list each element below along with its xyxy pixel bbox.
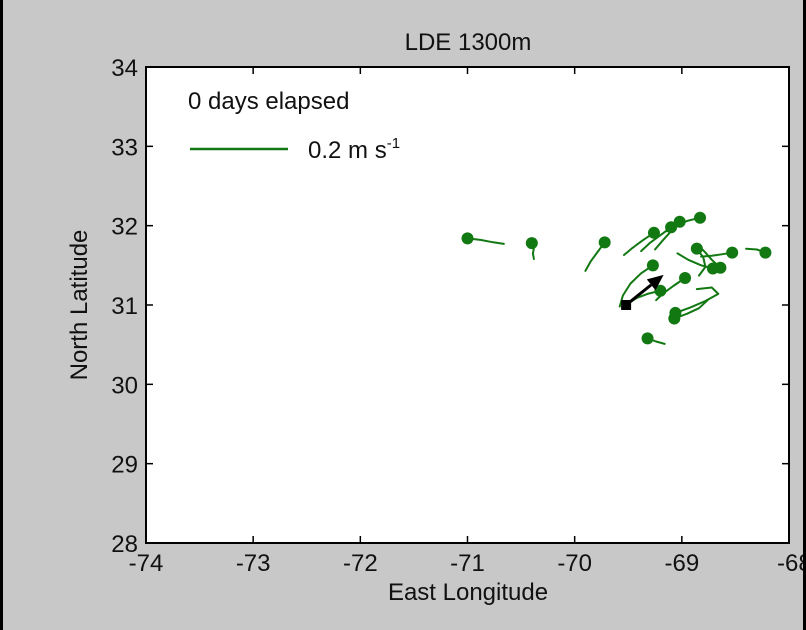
x-tick-label: -71 [450, 550, 485, 577]
x-tick-label: -68 [777, 550, 803, 577]
chart-title: LDE 1300m [405, 29, 532, 56]
float-trajectory [665, 216, 702, 233]
y-axis-title: North Latitude [66, 230, 93, 381]
legend-label-text: 0.2 m s [308, 137, 387, 164]
x-tick-label: -74 [129, 550, 164, 577]
float-trajectory [676, 252, 714, 270]
float-marker [668, 312, 681, 325]
x-axis-title: East Longitude [388, 579, 548, 606]
y-tick-label: 31 [111, 293, 138, 320]
float-trajectory [618, 264, 654, 308]
y-tick-label: 30 [111, 372, 138, 399]
float-marker [679, 272, 692, 285]
float-marker [598, 236, 611, 249]
floats-layer [461, 211, 772, 345]
trajectory-chart: LDE 1300m -74 -73 -72 -71 -70 -69 -68 28 29 30 31… [66, 29, 803, 606]
y-tick-label: 29 [111, 452, 138, 479]
float-marker [694, 211, 707, 224]
elapsed-annotation: 0 days elapsed [188, 88, 349, 115]
legend-label-exponent: -1 [387, 135, 400, 152]
mean-vector-layer [621, 274, 664, 310]
float-trajectory [466, 237, 505, 245]
y-tick-label: 33 [111, 134, 138, 161]
y-ticks: 28 29 30 31 32 33 34 [111, 55, 789, 558]
mean-vector-origin [621, 300, 632, 310]
x-tick-label: -70 [557, 550, 592, 577]
legend-scale-label: 0.2 m s-1 [308, 135, 400, 164]
float-marker [759, 246, 772, 259]
float-marker [690, 242, 703, 255]
float-marker [647, 226, 660, 239]
plot-area [146, 67, 789, 543]
float-marker [646, 259, 659, 272]
y-tick-label: 34 [111, 55, 138, 82]
float-marker [525, 237, 538, 250]
y-tick-label: 32 [111, 214, 138, 241]
float-trajectory [674, 286, 720, 314]
float-marker [726, 246, 739, 259]
float-marker [714, 261, 727, 274]
float-marker [461, 232, 474, 245]
float-trajectory [655, 277, 686, 302]
mean-vector-head [646, 274, 664, 291]
float-trajectory [623, 231, 655, 256]
float-trajectory [640, 226, 673, 253]
x-tick-label: -72 [343, 550, 378, 577]
x-tick-label: -73 [236, 550, 271, 577]
x-ticks: -74 -73 -72 -71 -70 -69 -68 [129, 67, 803, 577]
float-trajectory [673, 299, 709, 320]
float-marker [641, 332, 654, 345]
x-tick-label: -69 [664, 550, 699, 577]
y-tick-label: 28 [111, 531, 138, 558]
